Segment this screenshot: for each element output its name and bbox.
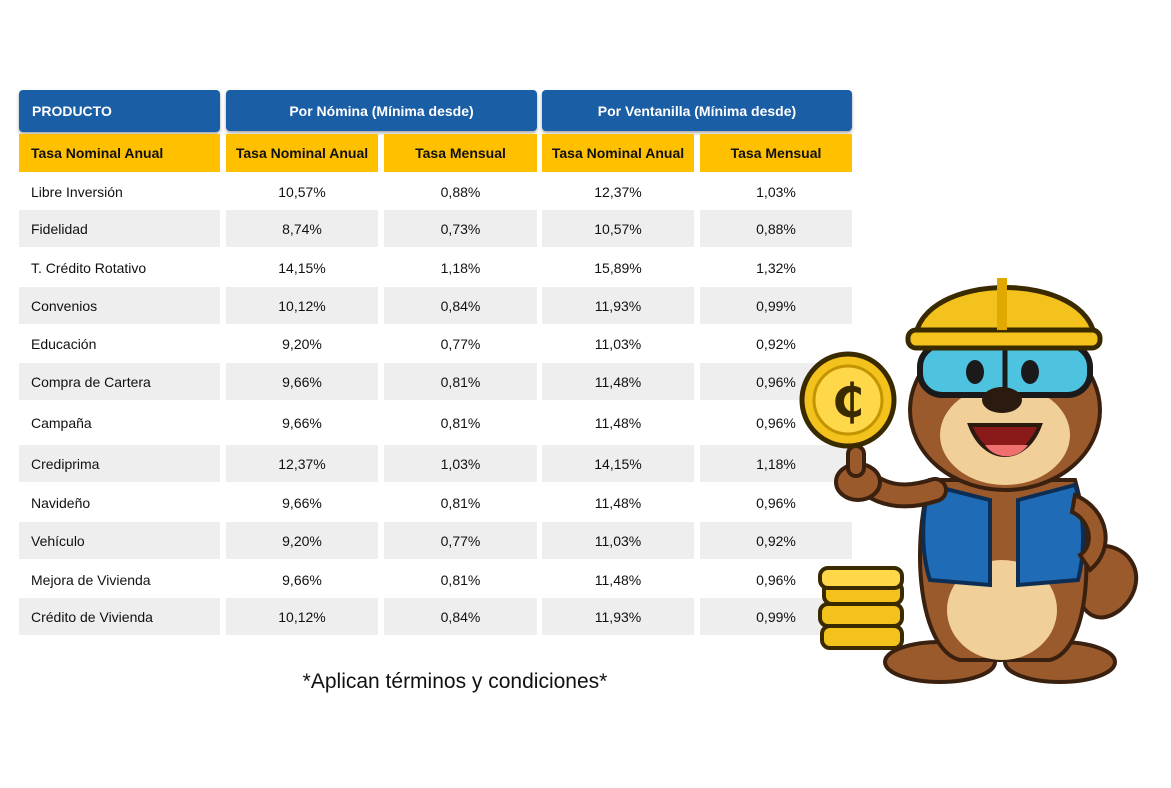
subheader-product-rate: Tasa Nominal Anual [19,134,220,172]
table-row: Navideño 9,66% 0,81% 11,48% 0,96% [0,484,860,521]
product-name: Mejora de Vivienda [31,571,151,588]
subheader-ventanilla-monthly: Tasa Mensual [700,134,852,172]
nomina-annual-rate: 12,37% [226,445,378,482]
table-row: Crédito de Vivienda 10,12% 0,84% 11,93% … [0,598,860,635]
ventanilla-annual-rate: 15,89% [594,259,642,276]
table-row: Crediprima 12,37% 1,03% 14,15% 1,18% [0,445,860,482]
nomina-monthly-rate: 0,81% [384,363,537,400]
nomina-monthly-rate: 0,77% [440,335,481,352]
nomina-annual-rate: 9,66% [226,363,378,400]
product-name: Vehículo [19,522,220,559]
nomina-monthly-rate: 0,81% [440,571,481,588]
ventanilla-annual-rate: 10,57% [542,210,694,247]
product-name: Campaña [31,414,92,431]
nomina-annual-rate: 10,12% [226,598,378,635]
ventanilla-annual-rate: 11,93% [542,287,694,324]
nomina-monthly-rate: 0,81% [440,414,481,431]
header-por-ventanilla: Por Ventanilla (Mínima desde) [542,90,852,131]
ventanilla-annual-rate: 11,48% [542,363,694,400]
table-row: Educación 9,20% 0,77% 11,03% 0,92% [0,325,860,362]
product-name: Convenios [19,287,220,324]
nomina-annual-rate: 8,74% [226,210,378,247]
coin-icon: ₵ [799,351,897,449]
table-row: Campaña 9,66% 0,81% 11,48% 0,96% [0,404,860,441]
header-por-nomina: Por Nómina (Mínima desde) [226,90,537,131]
ventanilla-monthly-rate: 1,03% [756,183,796,200]
nomina-annual-rate: 10,57% [278,183,326,200]
nomina-annual-rate: 9,66% [282,494,322,511]
product-name: Educación [31,335,97,352]
nomina-annual-rate: 9,20% [226,522,378,559]
ventanilla-annual-rate: 11,93% [542,598,694,635]
nomina-annual-rate: 9,20% [282,335,322,352]
ventanilla-monthly-rate: 0,92% [756,335,796,352]
ventanilla-annual-rate: 11,03% [594,335,642,352]
subheader-nomina-annual: Tasa Nominal Anual [226,134,378,172]
product-name: Compra de Cartera [19,363,220,400]
product-name: Libre Inversión [31,183,123,200]
otter-mascot-icon: ₵ [799,278,1139,684]
table-row: Compra de Cartera 9,66% 0,81% 11,48% 0,9… [0,363,860,400]
ventanilla-annual-rate: 12,37% [594,183,642,200]
product-name: Fidelidad [19,210,220,247]
subheader-ventanilla-annual: Tasa Nominal Anual [542,134,694,172]
product-name: Crédito de Vivienda [19,598,220,635]
terms-footnote: *Aplican términos y condiciones* [302,670,608,693]
table-row: Fidelidad 8,74% 0,73% 10,57% 0,88% [0,210,860,247]
ventanilla-annual-rate: 11,48% [594,414,642,431]
nomina-monthly-rate: 0,84% [384,598,537,635]
nomina-monthly-rate: 1,03% [384,445,537,482]
product-name: T. Crédito Rotativo [31,259,147,276]
ventanilla-monthly-rate: 0,96% [756,414,796,431]
table-row: Mejora de Vivienda 9,66% 0,81% 11,48% 0,… [0,561,860,598]
ventanilla-annual-rate: 11,03% [542,522,694,559]
table-row: Vehículo 9,20% 0,77% 11,03% 0,92% [0,522,860,559]
table-row: Convenios 10,12% 0,84% 11,93% 0,99% [0,287,860,324]
ventanilla-monthly-rate: 0,96% [756,571,796,588]
nomina-monthly-rate: 0,81% [440,494,481,511]
ventanilla-monthly-rate: 0,99% [700,287,852,324]
subheader-nomina-monthly: Tasa Mensual [384,134,537,172]
header-product: PRODUCTO [19,90,220,132]
nomina-monthly-rate: 0,73% [384,210,537,247]
ventanilla-annual-rate: 11,48% [594,494,642,511]
ventanilla-monthly-rate: 1,18% [700,445,852,482]
nomina-annual-rate: 10,12% [226,287,378,324]
ventanilla-monthly-rate: 0,88% [700,210,852,247]
svg-text:₵: ₵ [832,374,864,428]
table-row: T. Crédito Rotativo 14,15% 1,18% 15,89% … [0,249,860,286]
nomina-annual-rate: 9,66% [282,571,322,588]
nomina-monthly-rate: 0,88% [440,183,481,200]
ventanilla-monthly-rate: 0,96% [756,494,796,511]
ventanilla-annual-rate: 11,48% [594,571,642,588]
nomina-monthly-rate: 0,84% [384,287,537,324]
nomina-monthly-rate: 1,18% [440,259,481,276]
table-row: Libre Inversión 10,57% 0,88% 12,37% 1,03… [0,173,860,210]
ventanilla-annual-rate: 14,15% [542,445,694,482]
coin-stack-icon [818,566,904,650]
nomina-annual-rate: 9,66% [282,414,322,431]
ventanilla-monthly-rate: 0,92% [700,522,852,559]
nomina-monthly-rate: 0,77% [384,522,537,559]
nomina-annual-rate: 14,15% [278,259,326,276]
product-name: Crediprima [19,445,220,482]
ventanilla-monthly-rate: 1,32% [756,259,796,276]
product-name: Navideño [31,494,91,511]
